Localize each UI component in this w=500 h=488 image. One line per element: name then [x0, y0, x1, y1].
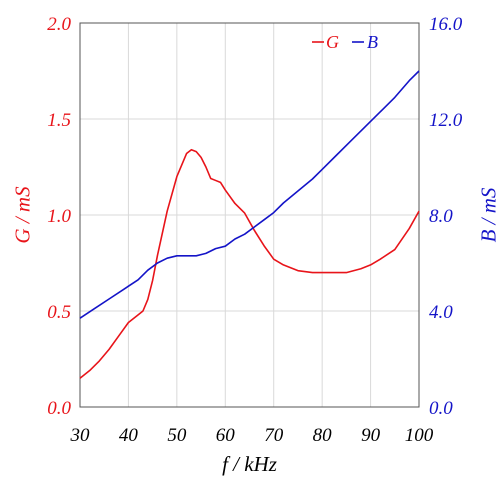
y-axis-right-label: B / mS	[476, 187, 500, 242]
x-tick-label: 70	[264, 425, 284, 446]
legend: G B	[312, 32, 378, 52]
x-tick-label: 50	[167, 425, 187, 446]
series-line-b	[79, 70, 420, 319]
plot-area	[79, 22, 420, 408]
grid	[80, 23, 419, 407]
series-line-g	[79, 148, 420, 379]
y-right-tick-label: 0.0	[429, 398, 453, 419]
y-axis-left-label: G / mS	[10, 186, 34, 244]
y-right-tick-label: 8.0	[429, 206, 453, 227]
legend-label-b: B	[367, 32, 378, 52]
y-left-tick-label: 1.5	[47, 110, 71, 131]
plot-frame	[79, 22, 420, 408]
x-tick-label: 60	[216, 425, 236, 446]
x-tick-label: 90	[361, 425, 381, 446]
y-left-tick-label: 0.5	[47, 302, 71, 323]
x-tick-label: 30	[70, 425, 91, 446]
y-right-tick-label: 16.0	[429, 14, 463, 35]
x-tick-label: 80	[313, 425, 333, 446]
x-axis-label: f / kHz	[222, 452, 277, 476]
x-tick-label: 40	[119, 425, 139, 446]
series-layer	[79, 70, 420, 379]
y-left-tick-label: 2.0	[47, 14, 71, 35]
y-left-tick-label: 0.0	[47, 398, 71, 419]
y-right-tick-label: 4.0	[429, 302, 453, 323]
x-tick-label: 100	[405, 425, 434, 446]
y-right-tick-label: 12.0	[429, 110, 463, 131]
ticks-layer: 30 40 50 60 70 80 90 100 0.0 0.5 1.0 1.5 2.0 0.0 4.0 8.…	[47, 14, 463, 446]
y-left-tick-label: 1.0	[47, 206, 71, 227]
legend-label-g: G	[326, 32, 339, 52]
